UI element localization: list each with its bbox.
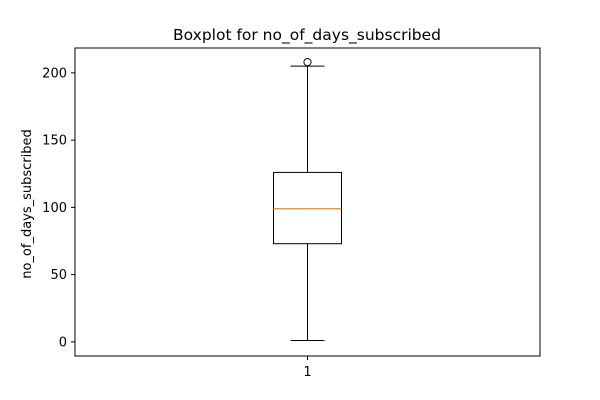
plot-area-frame [74, 47, 541, 357]
y-tick-label: 50 [50, 268, 67, 283]
y-axis-label: no_of_days_subscribed [20, 129, 35, 279]
y-tick-label: 0 [59, 335, 67, 350]
y-tick-label: 100 [42, 201, 67, 216]
y-tick-label: 150 [42, 134, 67, 149]
iqr-box [273, 171, 342, 245]
x-tick-label: 1 [303, 365, 311, 380]
chart-title: Boxplot for no_of_days_subscribed [173, 26, 441, 45]
outlier-point [303, 58, 312, 67]
y-tick-label: 200 [42, 66, 67, 81]
